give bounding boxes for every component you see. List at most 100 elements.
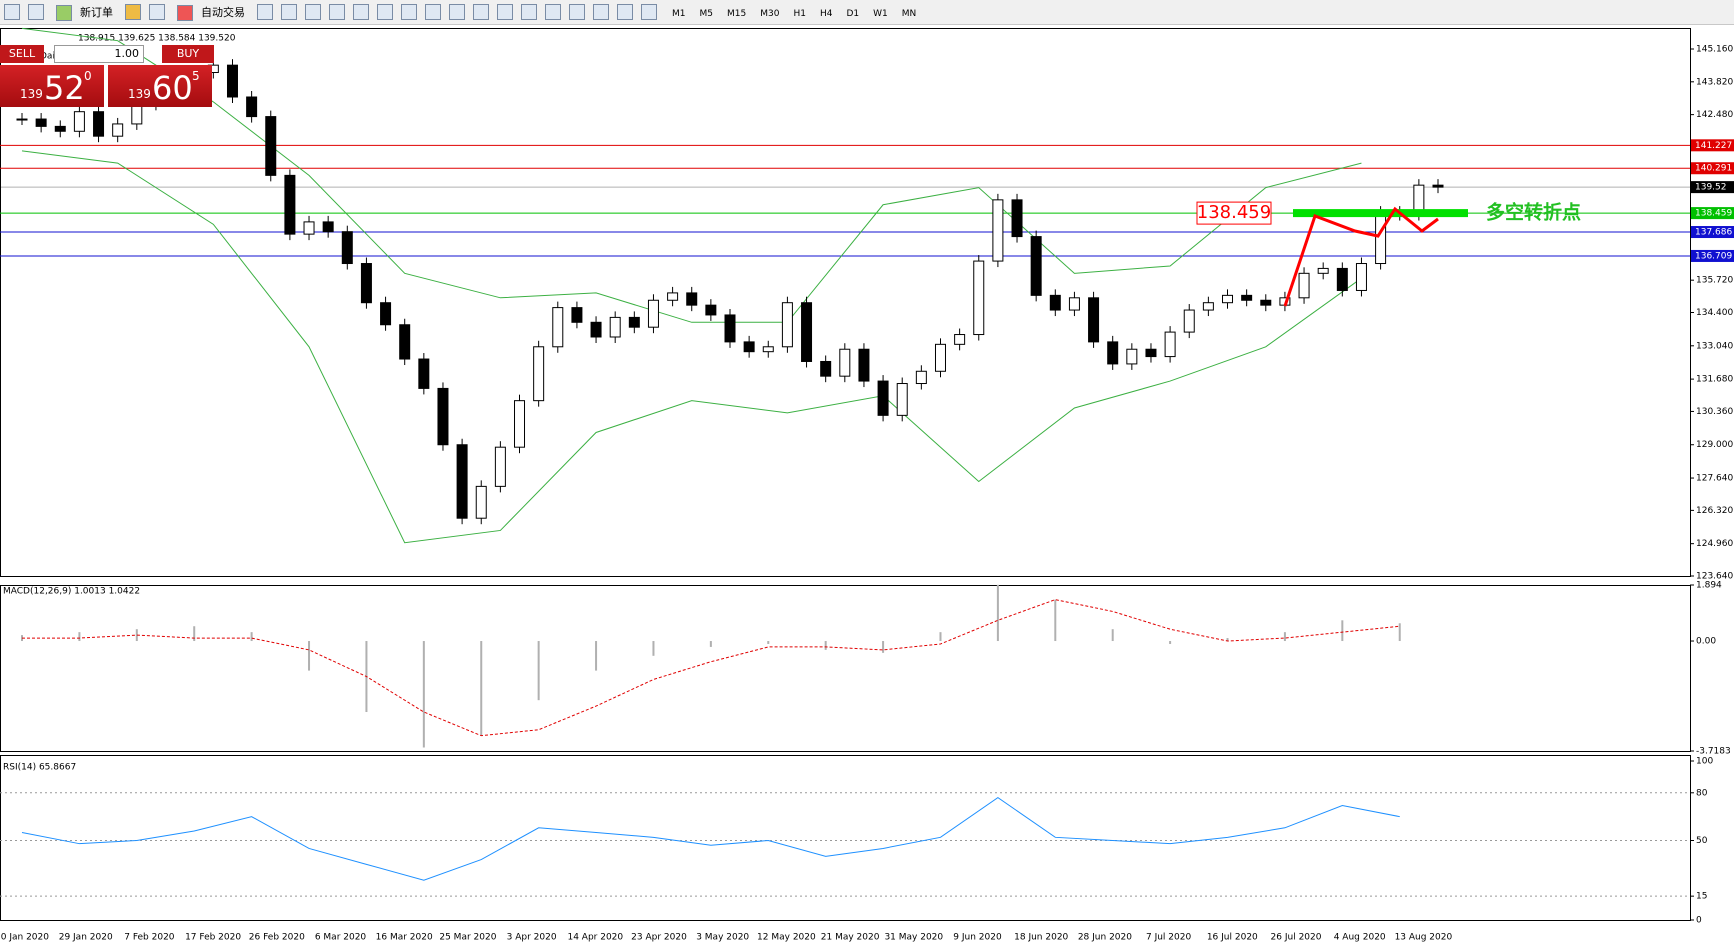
timeframe-button[interactable]: D1 — [846, 8, 860, 19]
buy-price[interactable]: 139 60 5 — [108, 65, 212, 107]
auto-trading-button[interactable]: 自动交易 — [173, 4, 249, 21]
x-tick-label: 16 Mar 2020 — [376, 933, 433, 943]
x-tick-label: 20 Jan 2020 — [0, 933, 49, 943]
trend-arrow — [1283, 206, 1439, 307]
candle-body — [743, 341, 755, 353]
x-tick-label: 4 Aug 2020 — [1334, 933, 1386, 943]
timeframe-button[interactable]: M30 — [760, 8, 780, 19]
candle-body — [934, 343, 946, 372]
macd-bar — [996, 584, 999, 642]
candle-body — [54, 125, 66, 132]
x-tick-label: 12 May 2020 — [757, 933, 816, 943]
candle-body — [1049, 294, 1061, 311]
lots-input[interactable]: 1.00 — [54, 45, 144, 63]
annotation-box — [1196, 201, 1272, 225]
y-tick-label: 50 — [1696, 836, 1708, 846]
y-tick-label: 134.400 — [1696, 308, 1733, 318]
candle-body — [1107, 341, 1119, 365]
y-tick-label: 100 — [1696, 757, 1713, 767]
candle-body — [1202, 302, 1214, 311]
price-level-label: 141.227 — [1695, 141, 1732, 151]
candle-body — [915, 370, 927, 385]
timeframe-button[interactable]: M5 — [699, 8, 714, 19]
price-level-tag — [1691, 181, 1734, 194]
macd-bar — [1111, 629, 1114, 642]
price-frac: 5 — [192, 69, 200, 83]
macd-bar — [537, 641, 540, 701]
candle-body — [1432, 184, 1444, 188]
price-level-tag — [1691, 139, 1734, 152]
macd-bar — [135, 629, 138, 642]
macd-bar — [250, 632, 253, 642]
x-tick-label: 14 Apr 2020 — [567, 933, 623, 943]
price-level-label: 137.686 — [1695, 228, 1732, 238]
macd-bar — [78, 632, 81, 642]
timeframe-button[interactable]: M15 — [727, 8, 747, 19]
chart: 145.160 143.820 142.480 135.720 134.400 133.0… — [0, 27, 1734, 943]
x-tick-label: 31 May 2020 — [884, 933, 943, 943]
x-tick-label: 18 Jun 2020 — [1014, 933, 1068, 943]
y-tick-label: 143.820 — [1696, 77, 1733, 87]
candle-body — [1088, 297, 1100, 343]
candle-body — [418, 358, 430, 389]
candle-body — [16, 118, 28, 121]
sell-price[interactable]: 139 52 0 — [0, 65, 104, 107]
timeframe-button[interactable]: MN — [901, 8, 917, 19]
candle-body — [705, 304, 717, 316]
candle-body — [686, 292, 698, 306]
candle-body — [494, 446, 506, 487]
candle-body — [1011, 199, 1023, 238]
candle-body — [858, 348, 870, 382]
macd-bar — [709, 641, 712, 647]
price-frac: 0 — [84, 69, 92, 83]
support-zone — [1293, 209, 1468, 218]
x-tick-label: 17 Feb 2020 — [185, 933, 241, 943]
buy-button[interactable]: BUY — [162, 45, 214, 63]
timeframe-button[interactable]: W1 — [873, 8, 888, 19]
timeframe-button[interactable]: M1 — [672, 8, 686, 19]
y-tick-label: 0 — [1696, 916, 1702, 926]
x-tick-label: 23 Apr 2020 — [631, 933, 687, 943]
price-level-tag — [1691, 207, 1734, 220]
candle-body — [1222, 294, 1234, 304]
new-order-button[interactable]: 新订单 — [52, 4, 117, 21]
candle-body — [112, 123, 124, 137]
y-tick-label: 131.680 — [1696, 375, 1733, 385]
candle-body — [437, 387, 449, 446]
x-tick-label: 9 Jun 2020 — [953, 933, 1002, 943]
x-tick-label: 26 Jul 2020 — [1271, 933, 1322, 943]
candle-body — [284, 174, 296, 235]
y-tick-label: 133.040 — [1696, 341, 1733, 351]
x-tick-label: 3 May 2020 — [696, 933, 749, 943]
rsi-line — [21, 796, 1400, 881]
label: 新订单 — [80, 5, 113, 19]
candle-body — [322, 221, 334, 233]
toolbar: 新订单 自动交易 M1 M5 M15 M30 H1 H4 D1 W1 MN — [0, 0, 1734, 25]
timeframes: M1 M5 M15 M30 H1 H4 D1 W1 MN — [665, 6, 923, 19]
macd-bar — [1398, 623, 1401, 642]
price-big: 139 — [20, 87, 43, 101]
candle-body — [1336, 267, 1348, 291]
panel-frame — [0, 755, 1691, 921]
candle-body — [1355, 263, 1367, 291]
price-level-tag — [1691, 249, 1734, 262]
candle-body — [533, 346, 545, 402]
bollinger-band — [21, 27, 1362, 323]
annotation-price: 138.459 — [1197, 202, 1271, 223]
candle-body — [839, 348, 851, 377]
timeframe-button[interactable]: H4 — [819, 8, 833, 19]
timeframe-button[interactable]: H1 — [793, 8, 806, 19]
x-tick-label: 28 Jun 2020 — [1078, 933, 1132, 943]
price-big: 139 — [128, 87, 151, 101]
candle-body — [35, 118, 47, 127]
macd-bar — [652, 641, 655, 656]
sell-button[interactable]: SELL — [0, 45, 44, 63]
label: 自动交易 — [201, 5, 245, 19]
candle-body — [475, 485, 487, 519]
macd-bar — [1341, 620, 1344, 642]
y-tick-label: -3.7183 — [1696, 747, 1731, 757]
candle-body — [820, 360, 832, 377]
candle-body — [609, 316, 621, 338]
candle-body — [877, 380, 889, 416]
price-pips: 60 — [152, 69, 193, 107]
